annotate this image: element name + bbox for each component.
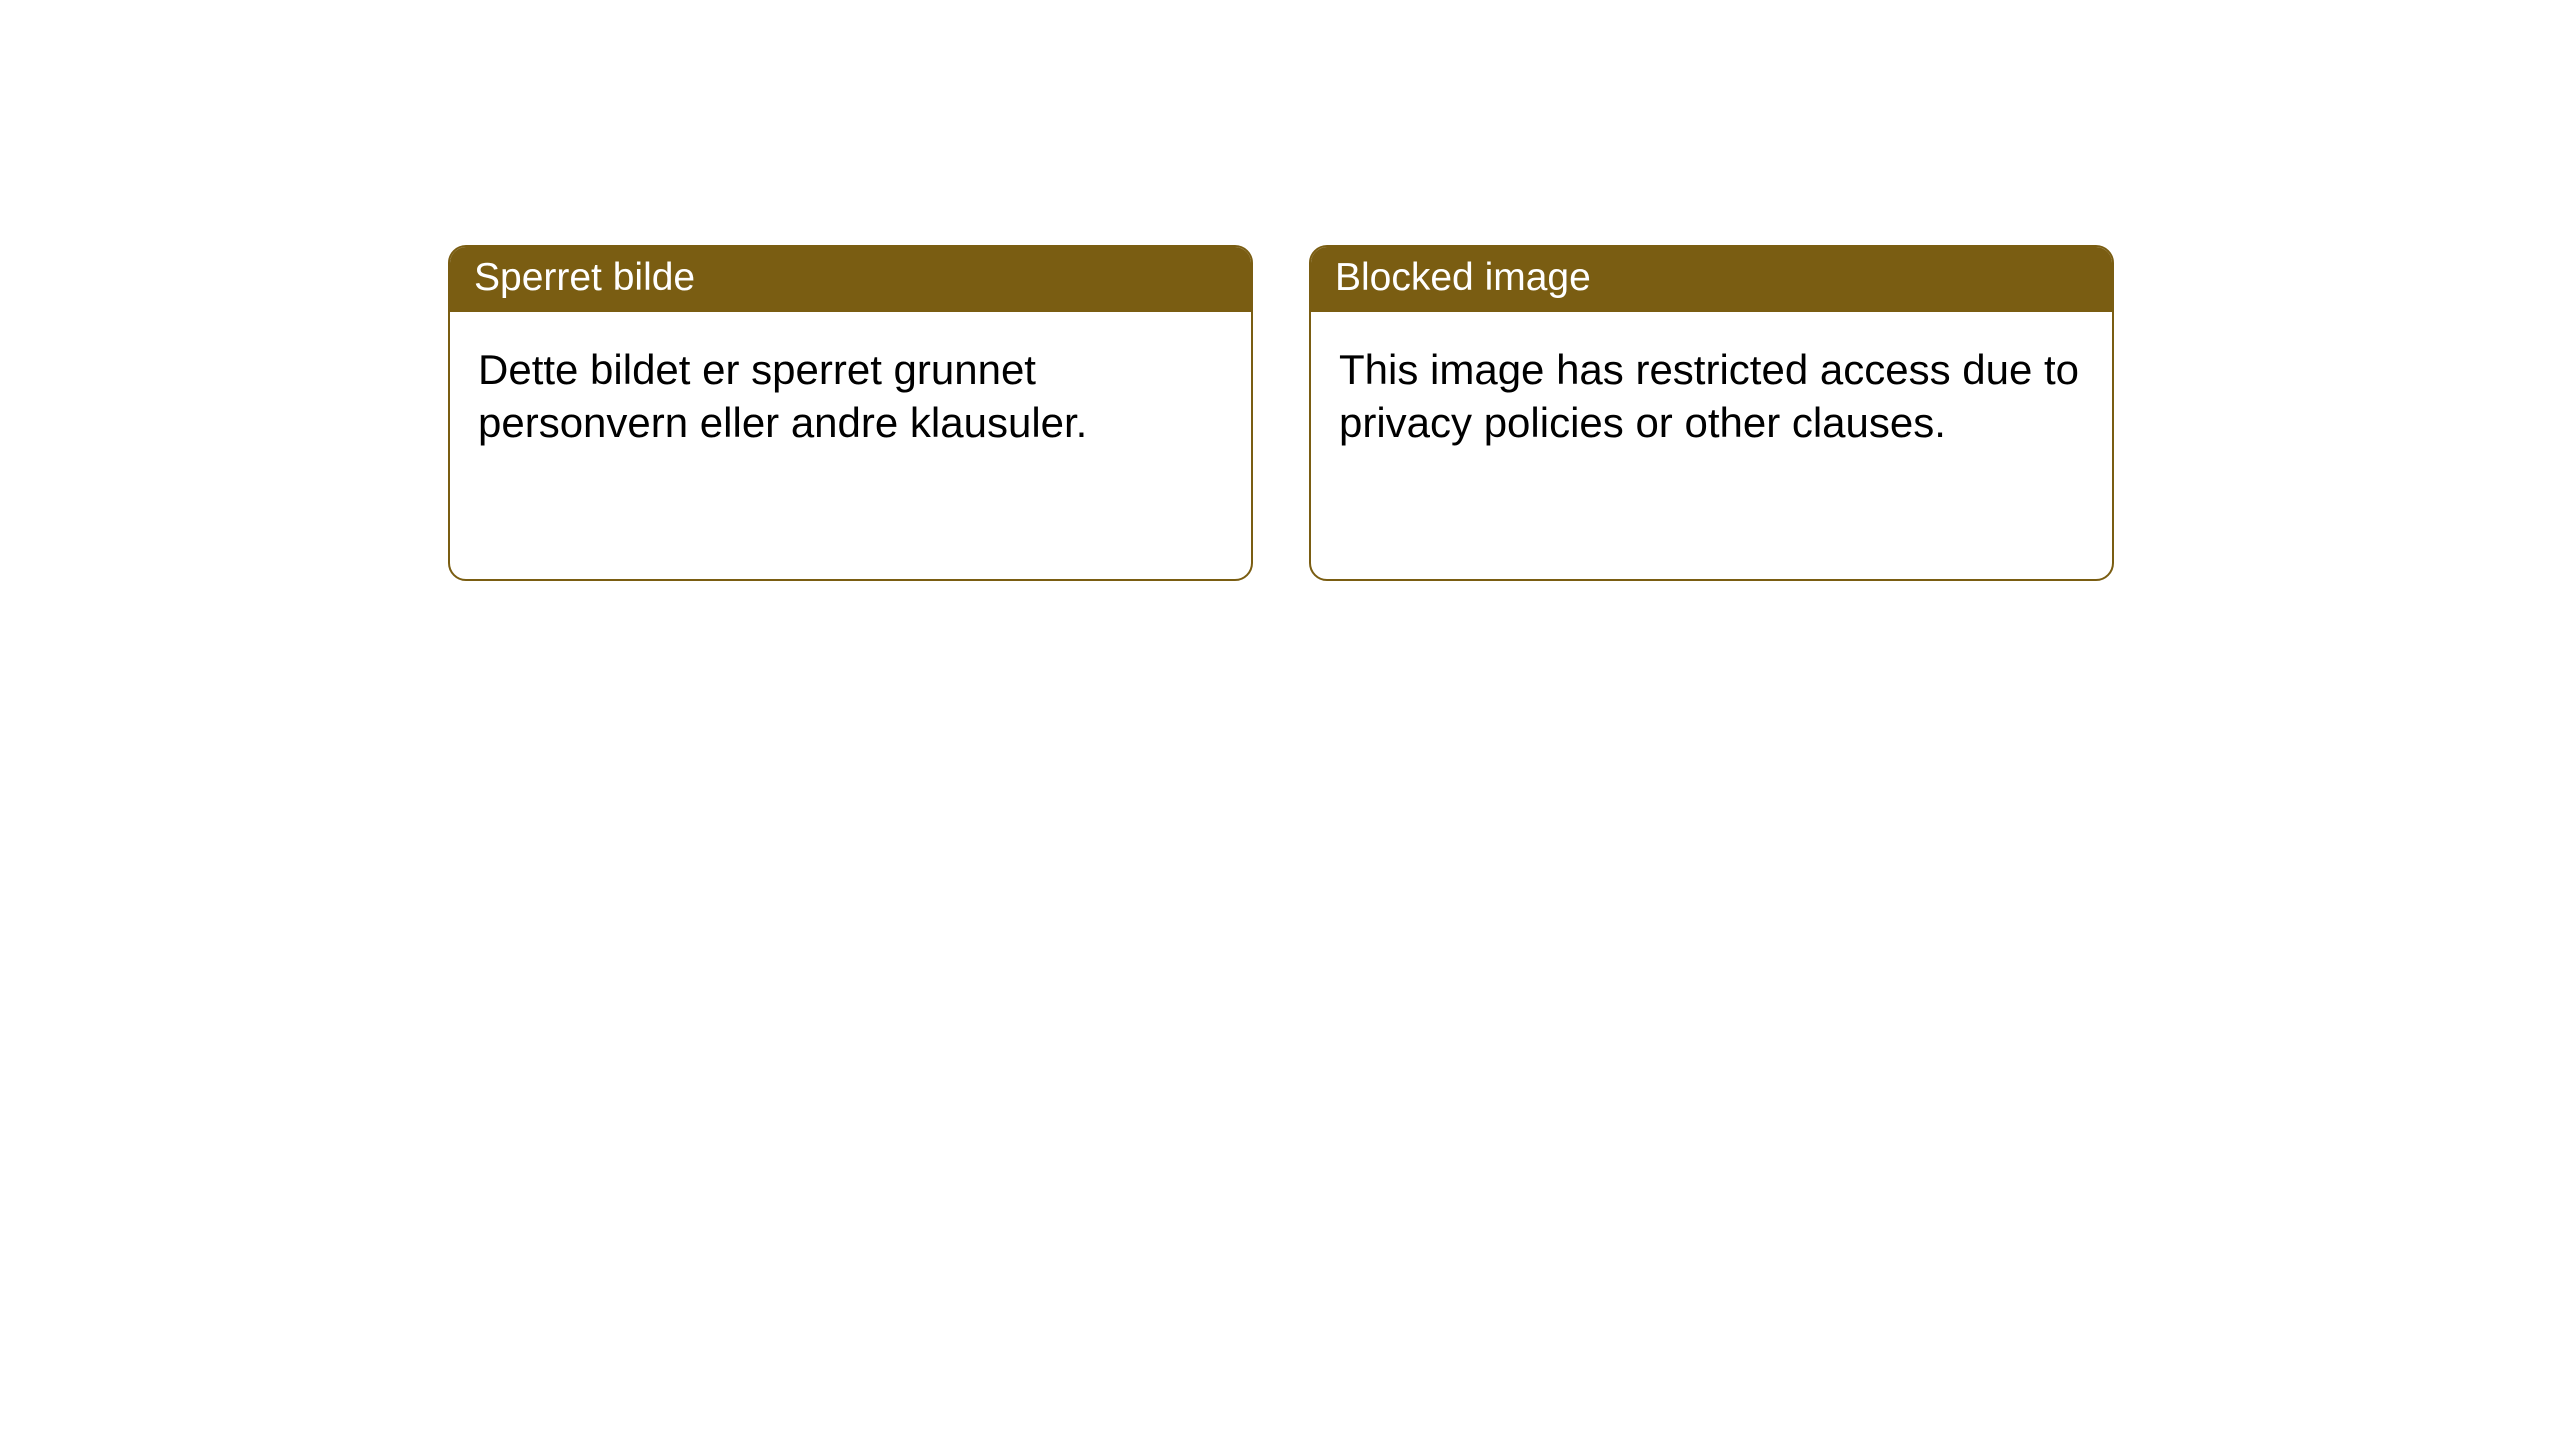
notice-cards-container: Sperret bilde Dette bildet er sperret gr… [448, 245, 2560, 581]
card-body: This image has restricted access due to … [1311, 312, 2112, 474]
card-title: Sperret bilde [474, 256, 695, 299]
card-header: Sperret bilde [450, 247, 1251, 312]
notice-card-english: Blocked image This image has restricted … [1309, 245, 2114, 581]
notice-card-norwegian: Sperret bilde Dette bildet er sperret gr… [448, 245, 1253, 581]
card-message: This image has restricted access due to … [1339, 346, 2079, 446]
card-body: Dette bildet er sperret grunnet personve… [450, 312, 1251, 474]
card-message: Dette bildet er sperret grunnet personve… [478, 346, 1087, 446]
card-title: Blocked image [1335, 256, 1591, 299]
card-header: Blocked image [1311, 247, 2112, 312]
